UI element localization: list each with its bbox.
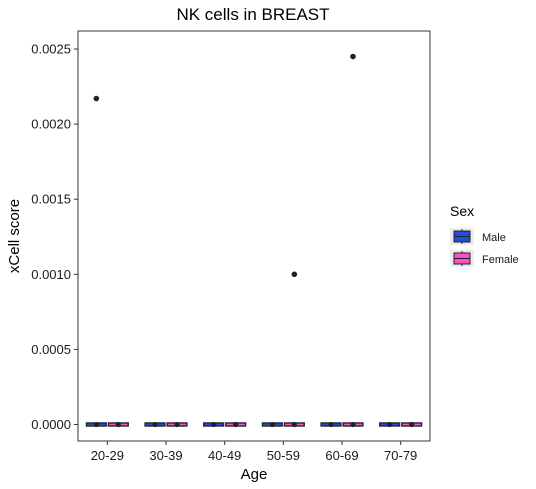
outlier-point <box>291 271 298 278</box>
y-tick-label: 0.0020 <box>31 117 71 132</box>
x-tick-label: 30-39 <box>149 448 182 463</box>
chart-title: NK cells in BREAST <box>176 5 329 24</box>
x-axis: 20-29 30-39 40-49 50-59 60-69 70-79 <box>91 441 417 463</box>
legend-label-female: Female <box>482 254 519 266</box>
x-tick-label: 40-49 <box>208 448 241 463</box>
outlier-point <box>350 53 356 60</box>
outlier-points <box>93 53 356 278</box>
outlier-point <box>93 95 100 102</box>
legend-title: Sex <box>450 203 474 219</box>
median-point <box>174 421 180 428</box>
legend-label-male: Male <box>482 232 506 244</box>
y-axis-title: xCell score <box>6 199 23 273</box>
median-point <box>269 421 275 428</box>
legend: Sex Male Female <box>450 203 519 267</box>
x-axis-title: Age <box>241 466 268 483</box>
y-axis: 0.0000 0.0005 0.0010 0.0015 0.0020 0.0025 <box>31 42 78 432</box>
x-tick-label: 50-59 <box>267 448 300 463</box>
plot-panel <box>77 30 431 442</box>
median-point <box>387 421 393 428</box>
y-tick-label: 0.0010 <box>31 267 71 282</box>
median-point <box>409 421 415 428</box>
boxplots <box>85 421 423 428</box>
y-tick-label: 0.0000 <box>31 417 71 432</box>
median-point <box>211 421 217 428</box>
median-point <box>152 421 158 428</box>
median-point <box>350 421 356 428</box>
legend-items: Male Female <box>450 228 519 267</box>
y-tick-label: 0.0005 <box>31 342 71 357</box>
median-point <box>233 421 239 428</box>
x-tick-label: 20-29 <box>91 448 124 463</box>
y-tick-label: 0.0015 <box>31 192 71 207</box>
x-tick-label: 60-69 <box>325 448 358 463</box>
median-point <box>291 421 297 428</box>
median-point <box>93 421 99 428</box>
median-point <box>328 421 334 428</box>
y-tick-label: 0.0025 <box>31 42 71 57</box>
x-tick-label: 70-79 <box>384 448 417 463</box>
median-point <box>115 421 121 428</box>
